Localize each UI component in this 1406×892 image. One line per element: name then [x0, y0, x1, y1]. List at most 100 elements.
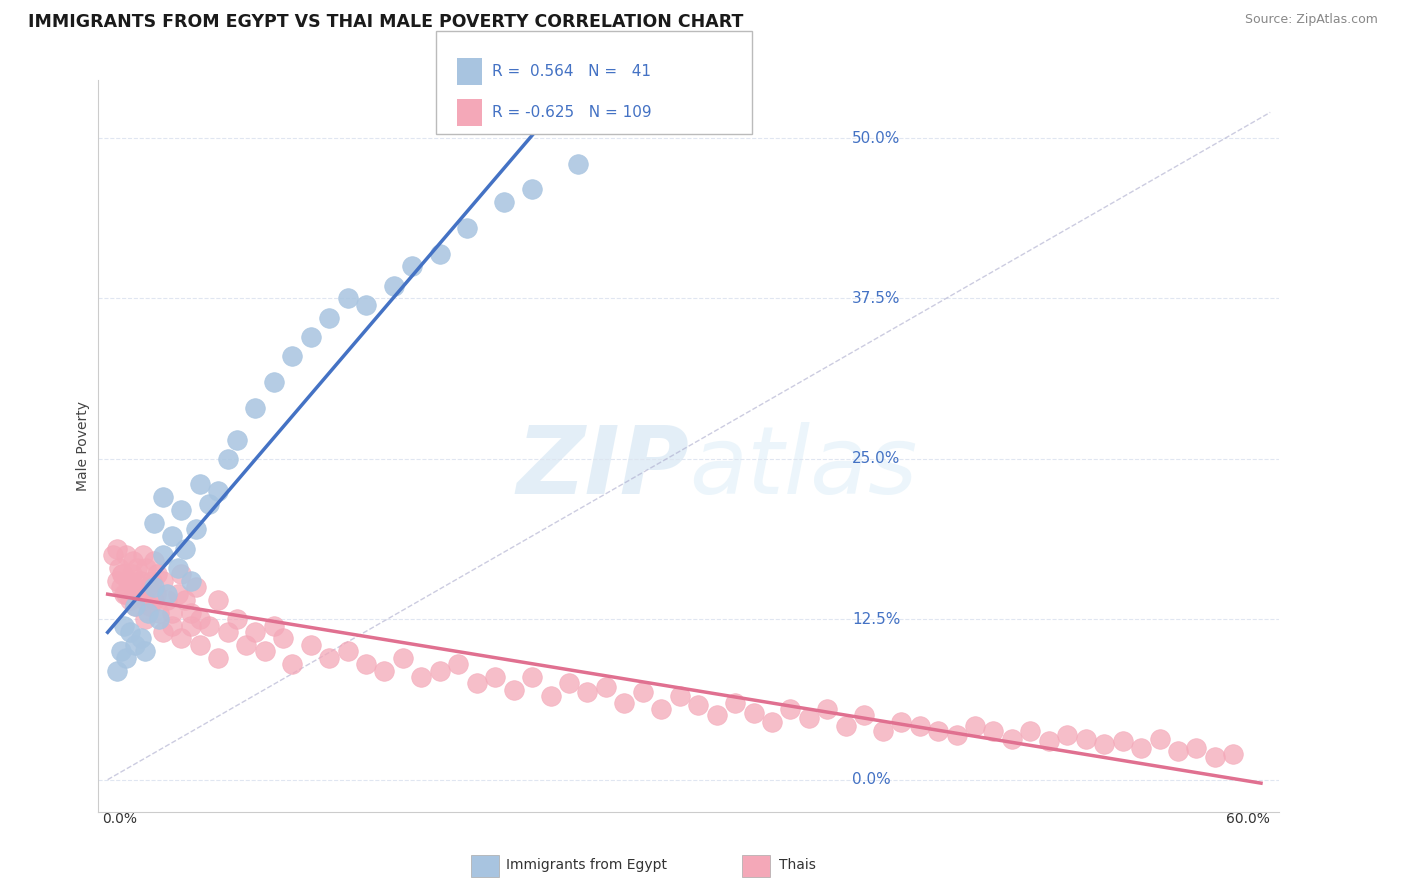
Point: [117, 574, 139, 588]
Point: [188, 612, 211, 626]
Point: [688, 698, 710, 713]
Point: [595, 680, 617, 694]
Point: [983, 723, 1005, 738]
Point: [156, 593, 179, 607]
Point: [354, 657, 377, 672]
Point: [779, 702, 801, 716]
Point: [207, 483, 229, 498]
Point: [835, 719, 858, 733]
Point: [162, 529, 183, 543]
Point: [207, 650, 229, 665]
Point: [281, 657, 304, 672]
Point: [263, 375, 285, 389]
Point: [132, 548, 155, 562]
Point: [124, 599, 146, 614]
Text: R = -0.625   N = 109: R = -0.625 N = 109: [492, 105, 652, 120]
Text: 60.0%: 60.0%: [1226, 812, 1270, 826]
Point: [170, 632, 193, 646]
Point: [121, 567, 143, 582]
Point: [429, 664, 451, 678]
Point: [299, 330, 322, 344]
Point: [186, 523, 208, 537]
Point: [1149, 731, 1171, 746]
Point: [872, 723, 894, 738]
Y-axis label: Male Poverty: Male Poverty: [76, 401, 90, 491]
Point: [908, 719, 931, 733]
Point: [198, 618, 221, 632]
Point: [105, 664, 128, 678]
Point: [963, 719, 986, 733]
Point: [494, 195, 516, 210]
Point: [650, 702, 672, 716]
Point: [129, 580, 152, 594]
Point: [112, 586, 135, 600]
Point: [103, 548, 124, 562]
Point: [166, 561, 188, 575]
Point: [853, 708, 876, 723]
Point: [115, 650, 138, 665]
Point: [411, 670, 433, 684]
Point: [1167, 744, 1189, 758]
Point: [174, 541, 197, 556]
Point: [1056, 728, 1078, 742]
Point: [142, 580, 165, 594]
Point: [1038, 734, 1060, 748]
Point: [263, 618, 285, 632]
Point: [118, 574, 141, 588]
Point: [170, 503, 193, 517]
Point: [139, 599, 162, 614]
Point: [373, 664, 395, 678]
Point: [253, 644, 276, 658]
Point: [429, 246, 451, 260]
Point: [401, 260, 423, 274]
Point: [129, 574, 152, 588]
Point: [115, 548, 138, 562]
Point: [152, 625, 174, 640]
Point: [354, 298, 377, 312]
Point: [107, 561, 129, 575]
Point: [146, 567, 169, 582]
Point: [170, 567, 193, 582]
Point: [484, 670, 506, 684]
Point: [198, 497, 221, 511]
Point: [174, 593, 197, 607]
Point: [890, 714, 912, 729]
Point: [110, 580, 132, 594]
Point: [245, 401, 267, 415]
Text: atlas: atlas: [689, 423, 917, 514]
Point: [520, 670, 543, 684]
Point: [465, 676, 488, 690]
Point: [188, 638, 211, 652]
Point: [245, 625, 267, 640]
Point: [148, 606, 170, 620]
Point: [105, 541, 128, 556]
Point: [1185, 740, 1208, 755]
Point: [1111, 734, 1133, 748]
Point: [761, 714, 783, 729]
Point: [318, 310, 340, 325]
Point: [207, 593, 229, 607]
Point: [112, 618, 135, 632]
Point: [127, 561, 149, 575]
Point: [124, 599, 146, 614]
Text: 50.0%: 50.0%: [852, 130, 900, 145]
Point: [927, 723, 949, 738]
Text: ZIP: ZIP: [516, 422, 689, 514]
Point: [135, 561, 157, 575]
Text: 0.0%: 0.0%: [852, 772, 890, 787]
Text: IMMIGRANTS FROM EGYPT VS THAI MALE POVERTY CORRELATION CHART: IMMIGRANTS FROM EGYPT VS THAI MALE POVER…: [28, 13, 744, 31]
Point: [115, 586, 138, 600]
Point: [299, 638, 322, 652]
Point: [217, 451, 239, 466]
Point: [128, 586, 150, 600]
Point: [134, 593, 156, 607]
Point: [124, 638, 146, 652]
Point: [118, 593, 141, 607]
Point: [180, 574, 202, 588]
Point: [336, 292, 359, 306]
Point: [111, 567, 134, 582]
Point: [567, 157, 589, 171]
Point: [188, 477, 211, 491]
Point: [1074, 731, 1097, 746]
Point: [724, 696, 747, 710]
